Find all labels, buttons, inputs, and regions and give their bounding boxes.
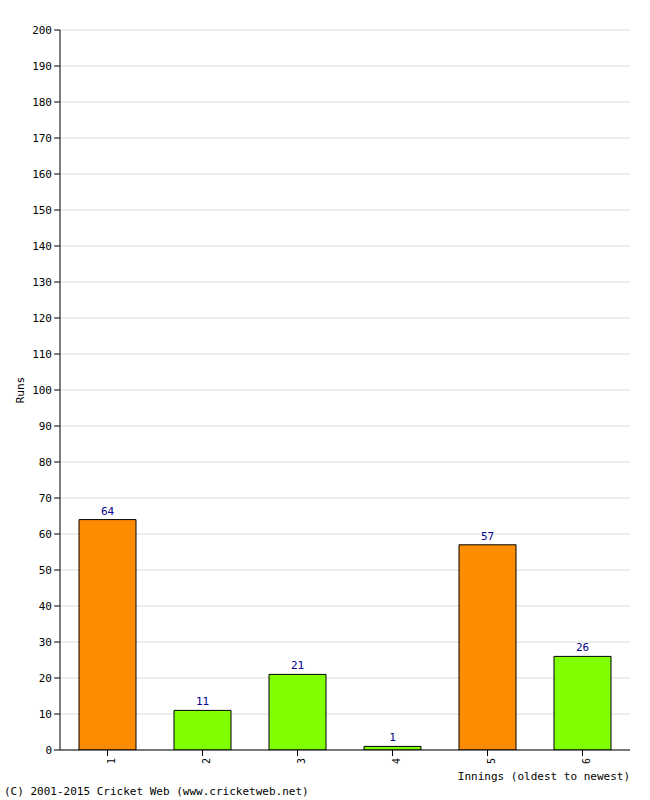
svg-text:4: 4 (391, 758, 402, 764)
svg-text:64: 64 (101, 505, 115, 518)
svg-text:30: 30 (39, 636, 52, 649)
svg-text:Innings (oldest to newest): Innings (oldest to newest) (458, 770, 630, 783)
svg-text:200: 200 (32, 24, 52, 37)
svg-text:2: 2 (201, 758, 212, 764)
html-text:(C) 2001-2015 Cricket Web (www: (C) 2001-2015 Cricket Web (www.cricketwe… (4, 785, 309, 798)
svg-text:20: 20 (39, 672, 52, 685)
svg-text:10: 10 (39, 708, 52, 721)
svg-text:50: 50 (39, 564, 52, 577)
svg-text:180: 180 (32, 96, 52, 109)
svg-text:130: 130 (32, 276, 52, 289)
svg-text:0: 0 (45, 744, 52, 757)
svg-text:90: 90 (39, 420, 52, 433)
svg-text:100: 100 (32, 384, 52, 397)
svg-text:80: 80 (39, 456, 52, 469)
svg-text:3: 3 (296, 758, 307, 764)
svg-text:60: 60 (39, 528, 52, 541)
svg-text:110: 110 (32, 348, 52, 361)
svg-text:6: 6 (581, 758, 592, 764)
svg-text:57: 57 (481, 530, 494, 543)
svg-text:1: 1 (389, 731, 396, 744)
svg-text:150: 150 (32, 204, 52, 217)
svg-text:140: 140 (32, 240, 52, 253)
svg-text:26: 26 (576, 641, 589, 654)
svg-text:70: 70 (39, 492, 52, 505)
svg-text:Runs: Runs (14, 377, 27, 404)
svg-text:40: 40 (39, 600, 52, 613)
svg-text:120: 120 (32, 312, 52, 325)
svg-text:170: 170 (32, 132, 52, 145)
svg-text:160: 160 (32, 168, 52, 181)
svg-text:21: 21 (291, 659, 304, 672)
svg-text:11: 11 (196, 695, 209, 708)
svg-text:190: 190 (32, 60, 52, 73)
svg-text:5: 5 (486, 758, 497, 764)
svg-text:1: 1 (106, 758, 117, 764)
